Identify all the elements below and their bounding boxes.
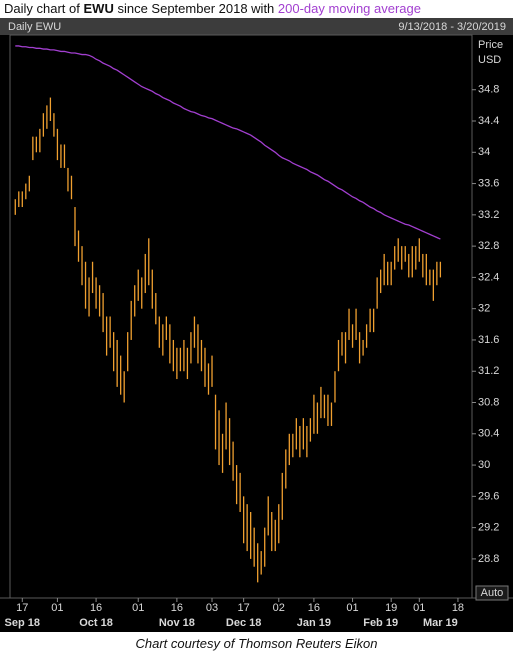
month-label: Dec 18 xyxy=(226,617,261,629)
x-tick-label: 16 xyxy=(308,602,320,614)
x-tick-label: 03 xyxy=(206,602,218,614)
y-tick-label: 33.2 xyxy=(478,209,499,221)
x-tick-label: 17 xyxy=(238,602,250,614)
x-tick-label: 17 xyxy=(16,602,28,614)
y-tick-label: 31.6 xyxy=(478,334,499,346)
y-tick-label: 31.2 xyxy=(478,365,499,377)
title-ma: 200-day moving average xyxy=(277,1,421,16)
title-text: Daily chart of xyxy=(4,1,80,16)
scale-button[interactable] xyxy=(475,585,509,601)
y-tick-label: 34.8 xyxy=(478,84,499,96)
y-tick-label: 32.8 xyxy=(478,240,499,252)
y-tick-label: 32.4 xyxy=(478,271,499,283)
y-tick-label: 30.8 xyxy=(478,396,499,408)
x-tick-label: 16 xyxy=(90,602,102,614)
title: Daily chart of EWU since September 2018 … xyxy=(0,0,513,18)
x-tick-label: 01 xyxy=(132,602,144,614)
month-label: Mar 19 xyxy=(423,617,458,629)
x-tick-label: 19 xyxy=(385,602,397,614)
x-tick-label: 01 xyxy=(51,602,63,614)
y-tick-label: 29.2 xyxy=(478,522,499,534)
x-tick-label: 01 xyxy=(413,602,425,614)
month-label: Jan 19 xyxy=(297,617,331,629)
month-label: Nov 18 xyxy=(159,617,195,629)
header-right: 9/13/2018 - 3/20/2019 xyxy=(398,21,506,33)
x-tick-label: 18 xyxy=(452,602,464,614)
y-tick-label: 29.6 xyxy=(478,490,499,502)
title-ticker: EWU xyxy=(83,1,114,16)
chart: Daily EWU 9/13/2018 - 3/20/2019 Price US… xyxy=(0,18,513,632)
month-label: Sep 18 xyxy=(5,617,40,629)
header-left: Daily EWU xyxy=(8,21,61,33)
y-tick-label: 34.4 xyxy=(478,115,499,127)
month-label: Feb 19 xyxy=(363,617,398,629)
x-tick-label: 01 xyxy=(346,602,358,614)
header-bar xyxy=(0,18,513,35)
caption: Chart courtesy of Thomson Reuters Eikon xyxy=(135,636,378,651)
x-tick-label: 16 xyxy=(171,602,183,614)
title-text: since September 2018 with xyxy=(117,1,275,16)
y-tick-label: 28.8 xyxy=(478,553,499,565)
y-tick-label: 30 xyxy=(478,459,490,471)
moving-average-line xyxy=(15,45,441,240)
y-tick-label: 32 xyxy=(478,303,490,315)
y-tick-label: 34 xyxy=(478,146,490,158)
scale-button-label[interactable]: Auto xyxy=(481,587,504,599)
x-tick-label: 02 xyxy=(273,602,285,614)
y-tick-label: 30.4 xyxy=(478,428,499,440)
month-label: Oct 18 xyxy=(79,617,113,629)
y-label: Price xyxy=(478,39,503,51)
y-tick-label: 33.6 xyxy=(478,177,499,189)
plot-frame xyxy=(9,34,473,599)
y-label: USD xyxy=(478,54,501,66)
